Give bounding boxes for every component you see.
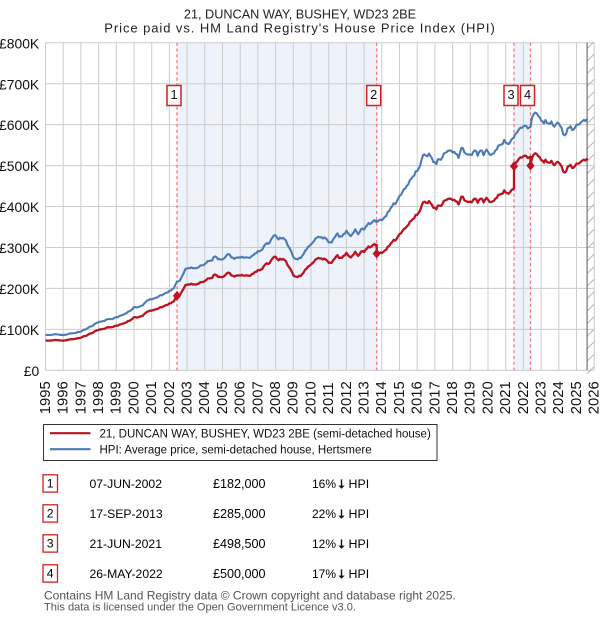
svg-text:2005: 2005: [215, 381, 231, 414]
svg-text:This data is licensed under th: This data is licensed under the Open Gov…: [44, 601, 356, 613]
svg-text:Contains HM Land Registry data: Contains HM Land Registry data © Crown c…: [44, 589, 456, 603]
svg-text:2004: 2004: [197, 381, 213, 414]
svg-text:2: 2: [370, 87, 377, 102]
svg-text:2: 2: [47, 507, 54, 521]
svg-text:2025: 2025: [569, 381, 585, 414]
svg-text:21, DUNCAN WAY, BUSHEY, WD23 2: 21, DUNCAN WAY, BUSHEY, WD23 2BE: [184, 7, 416, 21]
svg-text:12%: 12%: [312, 537, 336, 551]
svg-text:1: 1: [170, 87, 177, 102]
svg-text:21-JUN-2021: 21-JUN-2021: [90, 537, 163, 551]
svg-text:£285,000: £285,000: [213, 507, 266, 521]
svg-text:2009: 2009: [286, 381, 302, 414]
svg-text:4: 4: [47, 567, 54, 581]
svg-text:HPI: Average price, semi-detac: HPI: Average price, semi-detached house,…: [100, 444, 372, 456]
svg-text:1999: 1999: [109, 381, 125, 414]
svg-text:2019: 2019: [463, 381, 479, 414]
svg-text:2007: 2007: [250, 381, 266, 414]
svg-text:2020: 2020: [480, 381, 496, 414]
svg-text:HPI: HPI: [349, 567, 370, 581]
svg-text:1998: 1998: [91, 381, 107, 414]
svg-text:HPI: HPI: [349, 537, 370, 551]
svg-text:£800K: £800K: [0, 35, 40, 51]
svg-text:1996: 1996: [56, 381, 72, 414]
svg-text:2003: 2003: [180, 381, 196, 414]
svg-text:4: 4: [524, 87, 531, 102]
svg-text:£600K: £600K: [0, 117, 40, 133]
svg-text:£700K: £700K: [0, 76, 40, 92]
svg-text:1995: 1995: [38, 381, 54, 414]
svg-text:2021: 2021: [498, 381, 514, 414]
svg-text:2023: 2023: [534, 381, 550, 414]
svg-text:2006: 2006: [233, 381, 249, 414]
svg-text:2015: 2015: [392, 381, 408, 414]
svg-text:2010: 2010: [303, 381, 319, 414]
svg-text:1: 1: [47, 477, 54, 491]
svg-text:2016: 2016: [410, 381, 426, 414]
svg-text:17-SEP-2013: 17-SEP-2013: [90, 507, 163, 521]
svg-text:26-MAY-2022: 26-MAY-2022: [90, 567, 163, 581]
svg-text:07-JUN-2002: 07-JUN-2002: [90, 477, 163, 491]
svg-text:3: 3: [507, 87, 514, 102]
svg-text:22%: 22%: [312, 507, 336, 521]
svg-text:2018: 2018: [445, 381, 461, 414]
svg-text:2012: 2012: [339, 381, 355, 414]
svg-text:2026: 2026: [587, 381, 600, 414]
svg-text:£182,000: £182,000: [213, 477, 266, 491]
svg-text:2001: 2001: [144, 381, 160, 414]
svg-text:3: 3: [47, 537, 54, 551]
svg-text:2022: 2022: [516, 381, 532, 414]
svg-text:16%: 16%: [312, 477, 336, 491]
svg-text:£400K: £400K: [0, 199, 40, 215]
svg-text:£300K: £300K: [0, 240, 40, 256]
svg-text:HPI: HPI: [349, 477, 370, 491]
svg-text:2002: 2002: [162, 381, 178, 414]
svg-text:£498,500: £498,500: [213, 537, 266, 551]
svg-text:£500,000: £500,000: [213, 567, 266, 581]
svg-text:Price paid vs. HM Land Registr: Price paid vs. HM Land Registry's House …: [104, 21, 495, 36]
svg-text:17%: 17%: [312, 567, 336, 581]
svg-text:2024: 2024: [551, 381, 567, 414]
svg-text:1997: 1997: [73, 381, 89, 414]
svg-text:£200K: £200K: [0, 281, 40, 297]
svg-text:HPI: HPI: [349, 507, 370, 521]
svg-text:2014: 2014: [374, 381, 390, 414]
svg-text:2011: 2011: [321, 382, 337, 414]
svg-text:£500K: £500K: [0, 158, 40, 174]
svg-text:2017: 2017: [427, 381, 443, 414]
svg-text:2008: 2008: [268, 381, 284, 414]
svg-text:2000: 2000: [126, 381, 142, 414]
svg-text:£0: £0: [24, 363, 40, 379]
svg-text:£100K: £100K: [0, 322, 40, 338]
svg-text:2013: 2013: [357, 381, 373, 414]
svg-text:21, DUNCAN WAY, BUSHEY, WD23 2: 21, DUNCAN WAY, BUSHEY, WD23 2BE (semi-d…: [100, 428, 431, 440]
